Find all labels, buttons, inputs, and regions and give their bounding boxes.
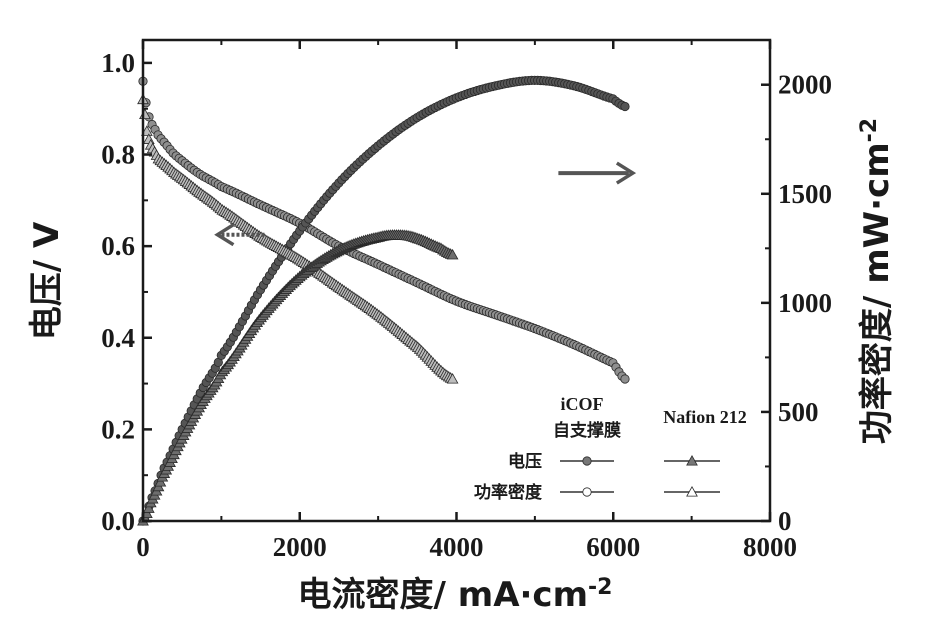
legend-header-nafion: Nafion 212 (663, 407, 747, 427)
series-3-point (140, 507, 153, 519)
left-y-tick-label: 0.2 (101, 414, 135, 444)
series-1-point (620, 101, 630, 112)
x-tick-label: 2000 (273, 532, 327, 562)
left-axis-arrow-head (214, 223, 235, 247)
annotation-layer (214, 161, 637, 247)
right-y-tick-label: 1500 (778, 179, 832, 209)
x-axis-title-text: 电流密度/ mA·cm (298, 575, 589, 615)
legend-sample-marker-0 (582, 456, 592, 466)
right-y-tick-label: 500 (778, 397, 819, 427)
series-0 (138, 76, 630, 384)
series-0-point (620, 374, 630, 384)
plot-frame (141, 38, 772, 523)
series-2-point (140, 125, 153, 136)
left-y-axis-title: 电压/ V (27, 221, 67, 340)
x-tick-label: 0 (136, 532, 150, 562)
legend-row-voltage: 电压 (508, 451, 542, 472)
series-2-point (446, 372, 459, 384)
series-3-point (446, 248, 459, 260)
legend-samples (560, 454, 720, 497)
right-y-tick-label: 0 (778, 506, 792, 536)
right-axis-arrow (558, 161, 637, 185)
x-axis-title-superscript: -2 (588, 575, 612, 600)
left-y-tick-label: 0.8 (101, 140, 135, 170)
right-y-axis-title-superscript: -2 (857, 118, 882, 142)
legend-sample-marker-2 (582, 487, 592, 497)
x-tick-label: 8000 (743, 532, 797, 562)
axes-layer: 0 2000 4000 6000 8000 0.0 0.2 0.4 0.6 0.8 1.0 0 500 1… (101, 38, 832, 562)
x-tick-label: 6000 (586, 532, 640, 562)
left-y-tick-label: 0.0 (101, 506, 135, 536)
right-y-axis-title-text: 功率密度/ mW·cm (857, 142, 897, 444)
right-y-tick-label: 2000 (778, 70, 832, 100)
series-layer (137, 75, 630, 526)
x-tick-label: 4000 (430, 532, 484, 562)
right-y-tick-label: 1000 (778, 288, 832, 318)
x-axis-title: 电流密度/ mA·cm-2 (298, 575, 613, 615)
left-y-tick-label: 1.0 (101, 48, 135, 78)
left-axis-arrow (214, 223, 265, 247)
legend-header-self-supporting: 自支撑膜 (553, 420, 621, 441)
legend-row-power-density: 功率密度 (474, 482, 543, 503)
legend-sample-marker-1 (686, 454, 698, 466)
series-3-point (142, 502, 155, 513)
right-y-axis-title: 功率密度/ mW·cm-2 (857, 118, 897, 444)
right-axis-arrow-head (615, 161, 637, 185)
series-3 (137, 229, 459, 526)
legend-header-icof: iCOF (561, 394, 604, 414)
legend: iCOF 自支撑膜 Nafion 212 电压 功率密度 (474, 394, 747, 503)
legend-sample-marker-3 (686, 485, 698, 497)
series-1 (138, 75, 630, 526)
left-y-tick-label: 0.6 (101, 231, 135, 261)
left-y-tick-label: 0.4 (101, 323, 135, 353)
